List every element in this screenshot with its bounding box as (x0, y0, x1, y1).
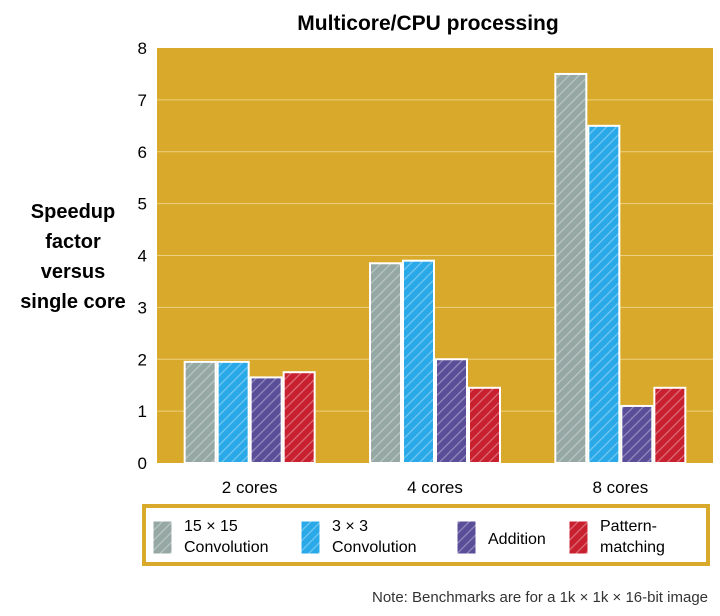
legend-label: 15 × 15 (184, 518, 238, 535)
legend-swatch-hatch (569, 521, 588, 554)
bars (183, 72, 687, 464)
x-tick-label: 2 cores (222, 478, 278, 497)
y-axis-label-line: single core (20, 291, 126, 313)
legend-swatch-hatch (301, 521, 320, 554)
bar-hatch (621, 405, 653, 463)
legend: 15 × 15 Convolution 3 × 3 Convolution Additi… (152, 518, 665, 556)
bar-hatch (370, 263, 401, 463)
y-axis-label: Speedup factor versus single core (20, 201, 126, 313)
legend-label: matching (600, 539, 665, 556)
y-tick-label: 8 (138, 39, 147, 58)
legend-swatch-hatch (457, 521, 476, 554)
legend-box (142, 504, 710, 566)
y-axis-label-line: Speedup (31, 201, 115, 223)
chart-note: Note: Benchmarks are for a 1k × 1k × 16-… (372, 589, 708, 606)
legend-label: Pattern- (600, 518, 657, 535)
y-tick-label: 0 (138, 454, 147, 473)
y-axis-label-line: factor (45, 231, 101, 253)
x-axis: 2 cores 4 cores 8 cores (222, 478, 648, 497)
bar-hatch (217, 361, 249, 463)
y-axis: 0 1 2 3 4 5 6 7 8 (138, 39, 147, 473)
y-tick-label: 5 (138, 195, 147, 214)
bar-hatch (436, 359, 467, 463)
legend-label: Convolution (184, 539, 269, 556)
y-axis-label-line: versus (41, 261, 106, 283)
y-tick-label: 6 (138, 143, 147, 162)
bar-hatch (250, 377, 282, 463)
y-tick-label: 1 (138, 402, 147, 421)
bar-hatch (403, 260, 434, 463)
y-tick-label: 2 (138, 350, 147, 369)
bar-hatch (283, 372, 315, 463)
legend-label: Convolution (332, 539, 417, 556)
legend-label: 3 × 3 (332, 518, 368, 535)
bar-hatch (184, 361, 216, 463)
chart-title: Multicore/CPU processing (297, 12, 558, 35)
bar-hatch (555, 73, 587, 463)
legend-swatch-hatch (153, 521, 172, 554)
y-tick-label: 3 (138, 298, 147, 317)
x-tick-label: 8 cores (592, 478, 648, 497)
legend-label: Addition (488, 531, 546, 548)
bar-hatch (588, 125, 620, 463)
bar-hatch (654, 387, 686, 463)
y-tick-label: 7 (138, 91, 147, 110)
bar-hatch (469, 387, 500, 463)
y-tick-label: 4 (138, 247, 147, 266)
x-tick-label: 4 cores (407, 478, 463, 497)
